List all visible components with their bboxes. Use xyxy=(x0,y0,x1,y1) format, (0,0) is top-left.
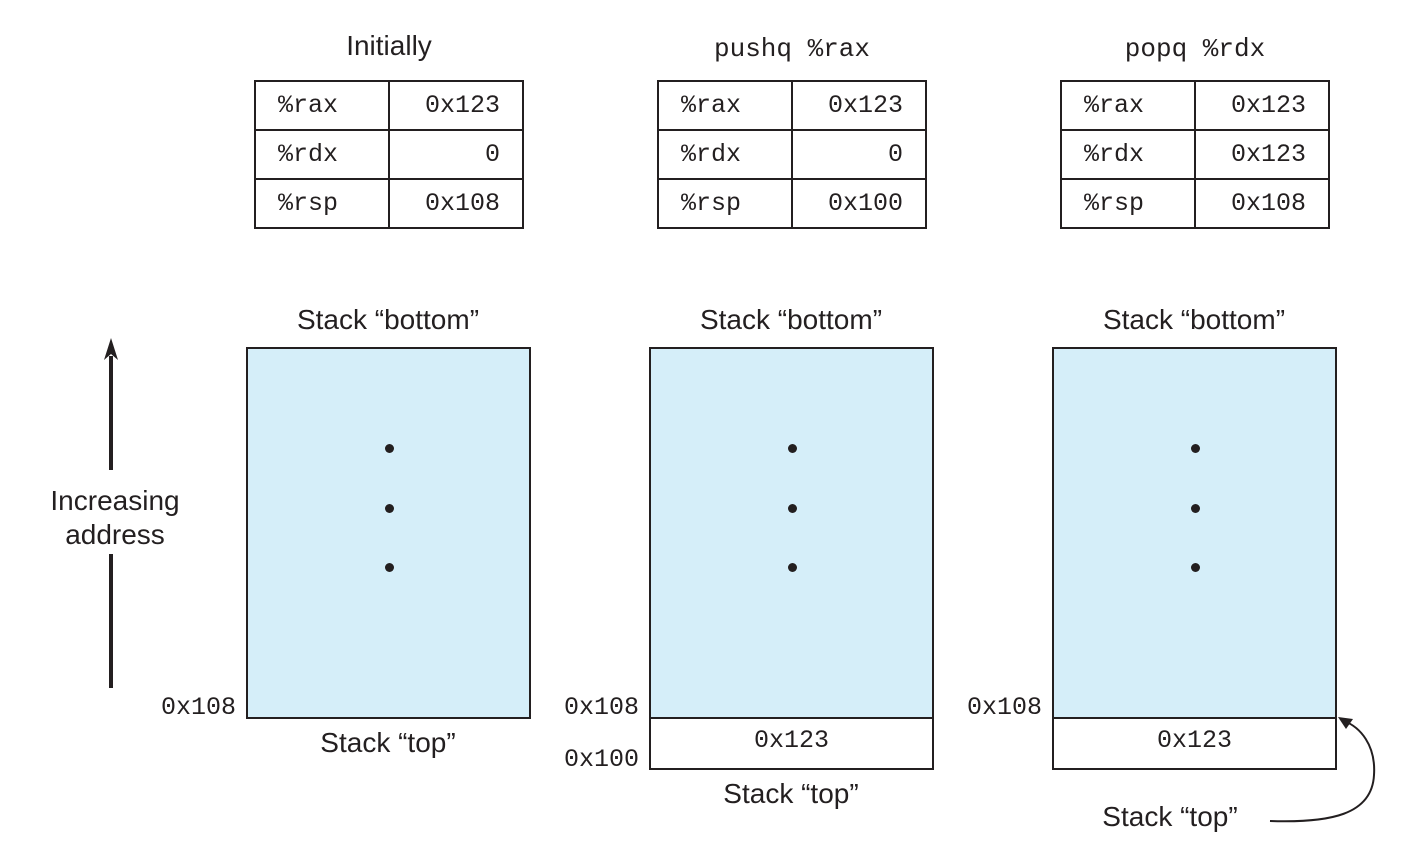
stack-top-label: Stack “top” xyxy=(1102,801,1238,832)
ellipsis-dot xyxy=(1191,444,1200,453)
register-table-popq: %rax 0x123 %rdx 0x123 %rsp 0x108 xyxy=(1060,80,1330,229)
stack-top-label: Stack “top” xyxy=(320,727,456,758)
ellipsis-dot xyxy=(1191,504,1200,513)
stack-bottom-label: Stack “bottom” xyxy=(699,304,883,335)
register-row: %rsp 0x108 xyxy=(254,178,524,229)
curved-arrow-icon xyxy=(1269,717,1376,823)
register-row: %rax 0x123 xyxy=(254,80,524,131)
stack-region xyxy=(649,347,934,719)
register-value: 0x123 xyxy=(1194,129,1330,180)
ellipsis-dot xyxy=(788,563,797,572)
register-row: %rdx 0 xyxy=(254,129,524,180)
address-label: 0x100 xyxy=(563,745,639,774)
register-value: 0 xyxy=(791,129,927,180)
register-row: %rdx 0 xyxy=(657,129,927,180)
stack-region xyxy=(1052,347,1337,719)
stack-bottom-label: Stack “bottom” xyxy=(296,304,480,335)
register-value: 0x100 xyxy=(791,178,927,229)
register-value: 0x123 xyxy=(1194,80,1330,131)
register-name: %rsp xyxy=(1060,178,1196,229)
up-arrow-icon xyxy=(104,338,118,688)
ellipsis-dot xyxy=(385,563,394,572)
register-name: %rdx xyxy=(254,129,390,180)
address-label: 0x108 xyxy=(160,693,236,722)
register-value: 0x108 xyxy=(388,178,524,229)
register-value: 0 xyxy=(388,129,524,180)
panel-title-pushq: pushq %rax xyxy=(713,34,871,64)
axis-label-line1: Increasing xyxy=(50,485,180,516)
stack-bottom-label: Stack “bottom” xyxy=(1102,304,1286,335)
ellipsis-dot xyxy=(1191,563,1200,572)
register-table-initially: %rax 0x123 %rdx 0 %rsp 0x108 xyxy=(254,80,524,229)
register-row: %rdx 0x123 xyxy=(1060,129,1330,180)
ellipsis-dot xyxy=(788,444,797,453)
stack-top-label: Stack “top” xyxy=(723,778,859,809)
register-name: %rdx xyxy=(657,129,793,180)
address-label: 0x108 xyxy=(563,693,639,722)
register-value: 0x123 xyxy=(388,80,524,131)
register-row: %rax 0x123 xyxy=(657,80,927,131)
register-name: %rsp xyxy=(254,178,390,229)
panel-title-popq: popq %rdx xyxy=(1124,34,1266,64)
register-name: %rax xyxy=(657,80,793,131)
axis-label: Increasing address xyxy=(30,484,200,552)
stack-cell: 0x123 xyxy=(649,717,934,770)
register-row: %rsp 0x100 xyxy=(657,178,927,229)
axis-label-line2: address xyxy=(65,519,165,550)
stack-region xyxy=(246,347,531,719)
ellipsis-dot xyxy=(385,504,394,513)
register-name: %rsp xyxy=(657,178,793,229)
register-name: %rax xyxy=(254,80,390,131)
stack-cell: 0x123 xyxy=(1052,717,1337,770)
ellipsis-dot xyxy=(385,444,394,453)
register-value: 0x108 xyxy=(1194,178,1330,229)
panel-title-initially: Initially xyxy=(346,30,432,61)
register-table-pushq: %rax 0x123 %rdx 0 %rsp 0x100 xyxy=(657,80,927,229)
register-row: %rsp 0x108 xyxy=(1060,178,1330,229)
register-row: %rax 0x123 xyxy=(1060,80,1330,131)
register-name: %rax xyxy=(1060,80,1196,131)
register-name: %rdx xyxy=(1060,129,1196,180)
address-label: 0x108 xyxy=(966,693,1042,722)
register-value: 0x123 xyxy=(791,80,927,131)
ellipsis-dot xyxy=(788,504,797,513)
